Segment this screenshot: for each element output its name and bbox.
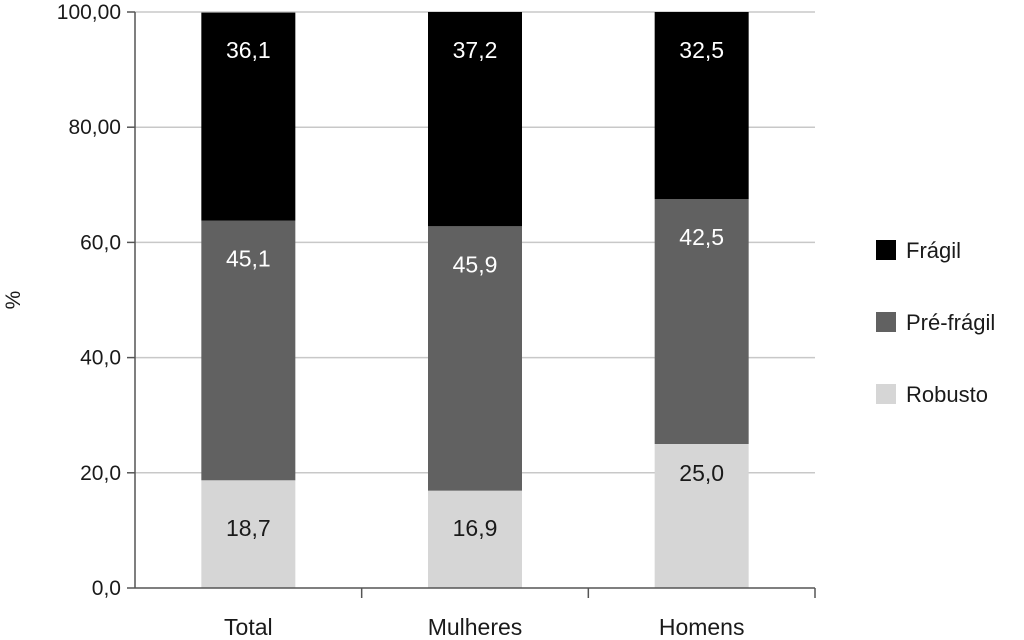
- data-label: 45,9: [453, 251, 498, 277]
- data-label: 42,5: [679, 224, 724, 250]
- x-tick-label: Homens: [659, 614, 745, 640]
- legend-label: Pré-frágil: [906, 310, 995, 335]
- bar-segment-robusto: [428, 490, 522, 588]
- bar-segment-fr-gil: [428, 12, 522, 227]
- bar-segment-fr-gil: [201, 12, 296, 221]
- bar-segment-robusto: [654, 444, 749, 588]
- x-tick-label: Total: [224, 614, 273, 640]
- data-label: 45,1: [226, 246, 271, 272]
- legend: Frágil Pré-frágil Robusto: [876, 238, 995, 407]
- y-axis-title: %: [2, 291, 25, 310]
- data-label: 32,5: [679, 37, 724, 63]
- legend-swatch: [876, 384, 896, 404]
- legend-swatch: [876, 240, 896, 260]
- legend-swatch: [876, 312, 896, 332]
- y-tick-label: 20,0: [80, 462, 121, 485]
- labels: 0,0 20,0 40,0 60,0 80,00 100,00% 18,7 45,1 36,1 T…: [2, 1, 744, 640]
- legend-label: Frágil: [906, 238, 961, 263]
- bar-segment-pr-fr-gil: [201, 220, 296, 481]
- y-tick-label: 60,0: [80, 231, 121, 254]
- bar-segment-pr-fr-gil: [428, 226, 522, 491]
- data-label: 18,7: [226, 515, 271, 541]
- x-tick-label: Mulheres: [428, 614, 523, 640]
- data-label: 37,2: [453, 37, 498, 63]
- y-tick-label: 80,00: [68, 116, 121, 139]
- bars: [201, 12, 749, 588]
- y-tick-label: 0,0: [92, 577, 121, 600]
- data-label: 36,1: [226, 37, 271, 63]
- bar-segment-pr-fr-gil: [654, 199, 749, 444]
- bar-segment-robusto: [201, 480, 296, 588]
- data-label: 25,0: [679, 460, 724, 486]
- data-label: 16,9: [453, 515, 498, 541]
- axes: [127, 11, 816, 598]
- legend-label: Robusto: [906, 382, 988, 407]
- y-tick-label: 100,00: [57, 1, 121, 24]
- y-tick-label: 40,0: [80, 347, 121, 370]
- bar-segment-fr-gil: [654, 12, 749, 200]
